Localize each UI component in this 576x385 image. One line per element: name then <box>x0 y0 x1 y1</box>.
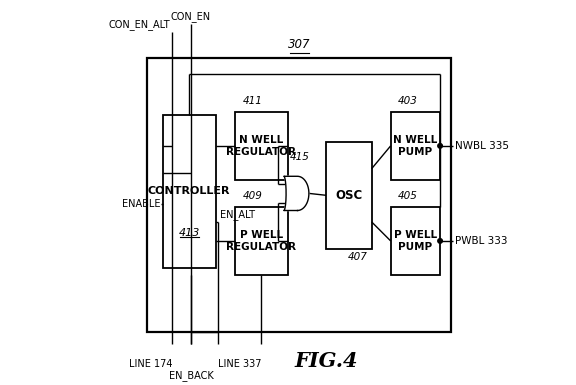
Text: EN_BACK: EN_BACK <box>169 370 214 381</box>
Text: EN_ALT: EN_ALT <box>219 209 255 220</box>
Text: CON_EN: CON_EN <box>171 12 211 22</box>
Text: 405: 405 <box>398 191 418 201</box>
Bar <box>391 207 440 275</box>
Text: CONTROLLER: CONTROLLER <box>148 186 230 196</box>
Text: ENABLE: ENABLE <box>122 199 161 209</box>
Text: P WELL
PUMP: P WELL PUMP <box>394 230 437 252</box>
Bar <box>235 207 288 275</box>
Text: 307: 307 <box>288 38 310 51</box>
Text: P WELL
REGULATOR: P WELL REGULATOR <box>226 230 297 252</box>
Text: 415: 415 <box>290 152 310 162</box>
Text: 409: 409 <box>242 191 262 201</box>
Text: CON_EN_ALT: CON_EN_ALT <box>108 19 170 30</box>
Text: NWBL 335: NWBL 335 <box>454 141 509 151</box>
Text: 413: 413 <box>179 228 200 238</box>
Text: LINE 174: LINE 174 <box>128 359 172 369</box>
Bar <box>391 112 440 180</box>
Text: N WELL
PUMP: N WELL PUMP <box>393 135 438 157</box>
Bar <box>326 142 372 249</box>
Circle shape <box>438 239 442 243</box>
Text: LINE 337: LINE 337 <box>218 359 261 369</box>
Text: FIG.4: FIG.4 <box>294 351 358 371</box>
Bar <box>235 112 288 180</box>
Text: 411: 411 <box>242 96 262 106</box>
Bar <box>147 59 452 332</box>
Text: N WELL
REGULATOR: N WELL REGULATOR <box>226 135 297 157</box>
Text: 407: 407 <box>348 252 368 262</box>
Text: 403: 403 <box>398 96 418 106</box>
Bar <box>162 116 216 268</box>
Text: OSC: OSC <box>335 189 362 202</box>
Text: PWBL 333: PWBL 333 <box>454 236 507 246</box>
Circle shape <box>438 144 442 148</box>
Polygon shape <box>284 176 309 211</box>
